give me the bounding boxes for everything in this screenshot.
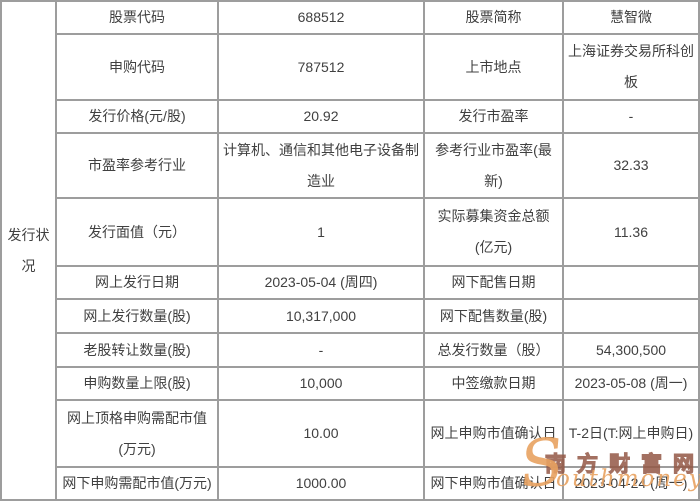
field-label-cell: 实际募集资金总额(亿元) [423, 197, 564, 267]
field-value-cell: - [562, 99, 700, 134]
field-label-cell: 股票简称 [423, 0, 564, 35]
field-value-cell [562, 298, 700, 334]
field-value-cell [562, 265, 700, 300]
field-label-cell: 申购代码 [55, 33, 219, 101]
field-value-cell: 11.36 [562, 197, 700, 267]
field-value-cell: 1 [217, 197, 425, 267]
field-value-cell: 54,300,500 [562, 332, 700, 368]
field-value-cell: 688512 [217, 0, 425, 35]
field-label-cell: 参考行业市盈率(最新) [423, 132, 564, 199]
field-label-cell: 网下申购市值确认日 [423, 466, 564, 501]
table-row: 发行面值（元） 1 实际募集资金总额(亿元) 11.36 [1, 197, 700, 267]
field-label-cell: 上市地点 [423, 33, 564, 101]
table-row: 老股转让数量(股) - 总发行数量（股） 54,300,500 [1, 332, 700, 368]
field-label-cell: 中签缴款日期 [423, 366, 564, 401]
field-value-cell: T-2日(T:网上申购日) [562, 399, 700, 468]
field-label-cell: 申购数量上限(股) [55, 366, 219, 401]
field-value-cell: 1000.00 [217, 466, 425, 501]
field-label-cell: 发行市盈率 [423, 99, 564, 134]
field-label-cell: 网下配售日期 [423, 265, 564, 300]
field-value-cell: 慧智微 [562, 0, 700, 35]
field-value-cell: - [217, 332, 425, 368]
field-value-cell: 787512 [217, 33, 425, 101]
field-label-cell: 发行价格(元/股) [55, 99, 219, 134]
field-label-cell: 网下配售数量(股) [423, 298, 564, 334]
field-value-cell: 10.00 [217, 399, 425, 468]
field-label-cell: 网上顶格申购需配市值(万元) [55, 399, 219, 468]
field-label-cell: 网上发行日期 [55, 265, 219, 300]
field-label-cell: 网下申购需配市值(万元) [55, 466, 219, 501]
table-row: 网上顶格申购需配市值(万元) 10.00 网上申购市值确认日 T-2日(T:网上申购日… [1, 399, 700, 468]
field-label-cell: 老股转让数量(股) [55, 332, 219, 368]
field-label-cell: 市盈率参考行业 [55, 132, 219, 199]
field-value-cell: 32.33 [562, 132, 700, 199]
table-row: 网下申购需配市值(万元) 1000.00 网下申购市值确认日 2023-04-24 (… [1, 466, 700, 501]
table-row: 申购数量上限(股) 10,000 中签缴款日期 2023-05-08 (周一) [1, 366, 700, 401]
field-label-cell: 网上申购市值确认日 [423, 399, 564, 468]
field-label-cell: 发行面值（元） [55, 197, 219, 267]
field-value-cell: 10,317,000 [217, 298, 425, 334]
table-row: 网上发行数量(股) 10,317,000 网下配售数量(股) [1, 298, 700, 334]
field-value-cell: 2023-05-08 (周一) [562, 366, 700, 401]
field-value-cell: 2023-05-04 (周四) [217, 265, 425, 300]
field-label-cell: 股票代码 [55, 0, 219, 35]
field-label-cell: 总发行数量（股） [423, 332, 564, 368]
field-value-cell: 上海证券交易所科创板 [562, 33, 700, 101]
field-value-cell: 计算机、通信和其他电子设备制造业 [217, 132, 425, 199]
field-label-cell: 网上发行数量(股) [55, 298, 219, 334]
table-row: 申购代码 787512 上市地点 上海证券交易所科创板 [1, 33, 700, 101]
table-row: 网上发行日期 2023-05-04 (周四) 网下配售日期 [1, 265, 700, 300]
side-header-issuance-status: 发行状况 [0, 0, 57, 501]
field-value-cell: 2023-04-24 (周一) [562, 466, 700, 501]
table-row: 市盈率参考行业 计算机、通信和其他电子设备制造业 参考行业市盈率(最新) 32.33 [1, 132, 700, 199]
table-row: 发行价格(元/股) 20.92 发行市盈率 - [1, 99, 700, 134]
field-value-cell: 10,000 [217, 366, 425, 401]
field-value-cell: 20.92 [217, 99, 425, 134]
